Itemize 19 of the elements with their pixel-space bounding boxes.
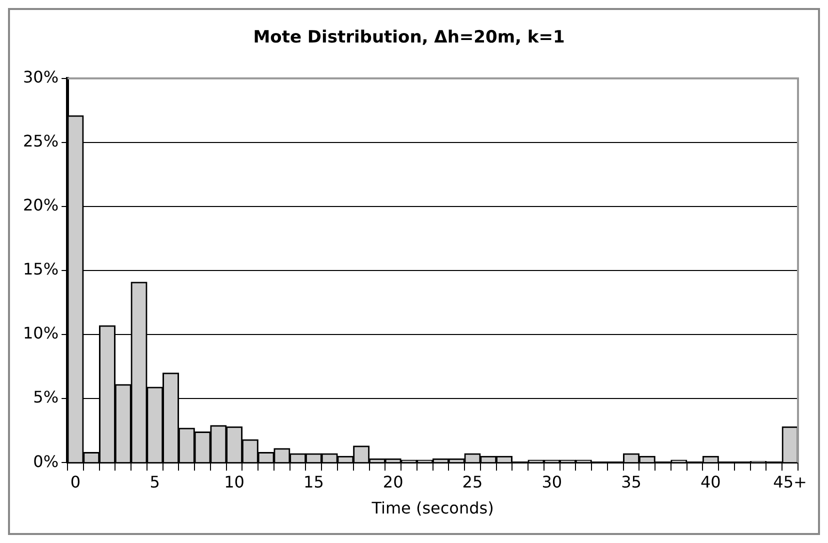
x-axis-title: Time (seconds) xyxy=(370,498,494,518)
x-tick-label: 0 xyxy=(70,472,81,492)
y-tick-label: 5% xyxy=(33,388,59,407)
x-tick-label: 5 xyxy=(150,472,160,492)
x-tick-label: 40 xyxy=(700,472,721,492)
x-tick-label: 10 xyxy=(224,472,244,492)
x-tick-label: 25 xyxy=(462,472,483,492)
y-tick-label: 0% xyxy=(33,452,59,471)
x-tick-label: 45+ xyxy=(773,472,807,492)
y-tick-label: 15% xyxy=(23,260,59,279)
x-tick-label: 20 xyxy=(382,472,404,492)
y-tick-label: 25% xyxy=(23,132,59,151)
x-tick-label: 15 xyxy=(304,472,324,492)
x-tick-label: 35 xyxy=(621,472,642,492)
y-tick-label: 10% xyxy=(23,324,59,343)
chart-title: Mote Distribution, Δh=20m, k=1 xyxy=(253,28,565,48)
y-tick-label: 30% xyxy=(23,68,59,87)
y-tick-label: 20% xyxy=(23,196,59,215)
x-tick-label: 30 xyxy=(542,472,562,492)
